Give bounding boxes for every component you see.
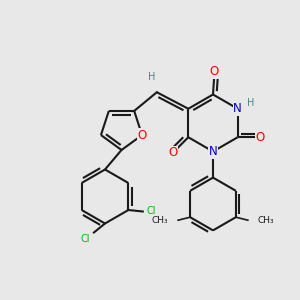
Text: N: N bbox=[208, 145, 217, 158]
Text: H: H bbox=[148, 72, 155, 82]
Text: CH₃: CH₃ bbox=[152, 216, 168, 225]
Text: N: N bbox=[233, 102, 242, 115]
Text: O: O bbox=[168, 146, 177, 159]
Text: O: O bbox=[256, 131, 265, 144]
Text: CH₃: CH₃ bbox=[258, 216, 274, 225]
Text: Cl: Cl bbox=[80, 234, 90, 244]
Text: O: O bbox=[210, 65, 219, 79]
Text: H: H bbox=[247, 98, 254, 108]
Text: O: O bbox=[137, 129, 147, 142]
Text: Cl: Cl bbox=[146, 206, 156, 217]
